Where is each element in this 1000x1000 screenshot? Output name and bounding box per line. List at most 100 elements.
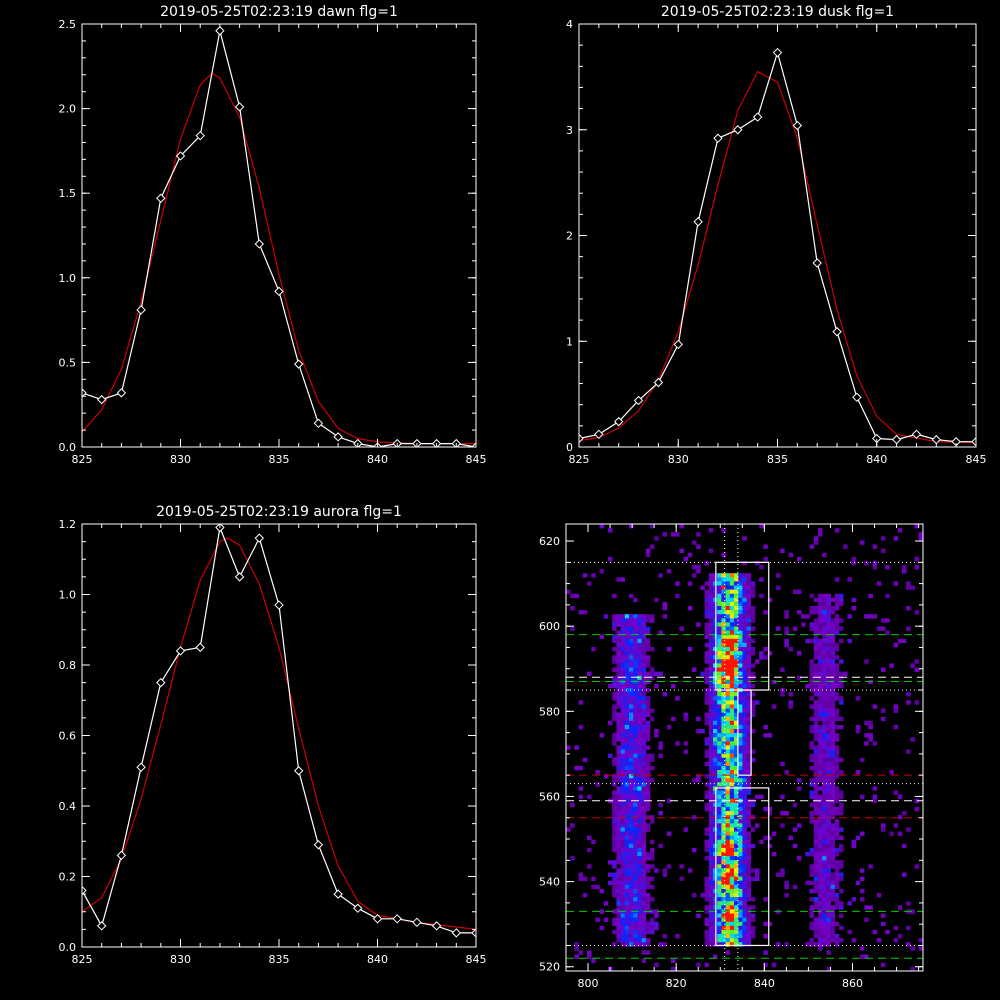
heatmap-cell: [780, 823, 785, 828]
heatmap-cell: [813, 749, 819, 754]
heatmap-cell: [633, 733, 638, 738]
heatmap-cell: [637, 675, 642, 681]
heatmap-cell: [721, 823, 726, 828]
heatmap-cell: [784, 880, 789, 886]
heatmap-cell: [612, 917, 617, 922]
heatmap-cell: [729, 601, 735, 607]
heatmap-cell: [612, 761, 617, 767]
heatmap-cell: [637, 847, 642, 853]
heatmap-cell: [813, 934, 819, 939]
x-tick-label: 835: [269, 953, 290, 966]
heatmap-cell: [616, 704, 621, 709]
heatmap-cell: [759, 655, 764, 660]
heatmap-cell: [708, 720, 714, 726]
heatmap-cell: [750, 618, 756, 623]
heatmap-cell: [624, 823, 630, 828]
heatmap-cell: [738, 761, 743, 767]
heatmap-cell: [897, 528, 903, 533]
heatmap-cell: [633, 753, 638, 758]
heatmap-cell: [725, 835, 731, 840]
heatmap-cell: [708, 913, 714, 918]
heatmap-cell: [822, 630, 827, 635]
heatmap-cell: [616, 819, 621, 824]
heatmap-cell: [750, 610, 756, 615]
heatmap-cell: [708, 925, 714, 931]
heatmap-cell: [755, 823, 760, 828]
heatmap-cell: [729, 925, 735, 931]
heatmap-cell: [713, 729, 718, 734]
heatmap-cell: [742, 819, 747, 824]
heatmap-cell: [792, 884, 798, 890]
heatmap-cell: [851, 843, 857, 849]
heatmap-cell: [650, 929, 655, 935]
heatmap-cell: [641, 679, 647, 685]
heatmap-cell: [713, 774, 718, 779]
heatmap-cell: [813, 651, 819, 656]
heatmap-cell: [624, 794, 630, 799]
heatmap-cell: [734, 917, 739, 922]
heatmap-cell: [616, 774, 621, 779]
heatmap-cell: [654, 909, 659, 914]
heatmap-cell: [734, 872, 739, 877]
heatmap-cell: [708, 884, 714, 890]
heatmap-cell: [822, 860, 827, 865]
heatmap-cell: [746, 765, 752, 771]
heatmap-cell: [734, 905, 739, 910]
heatmap-cell: [683, 827, 689, 832]
plot-frame: [81, 523, 477, 948]
heatmap-cell: [725, 786, 731, 791]
heatmap-cell: [839, 659, 844, 664]
heatmap-cell: [721, 585, 726, 590]
heatmap-cell: [906, 749, 911, 754]
heatmap-cell: [629, 934, 634, 939]
heatmap-cell: [738, 794, 743, 799]
heatmap-cell: [746, 638, 752, 644]
data-point-marker: [333, 432, 343, 442]
heatmap-cell: [658, 745, 663, 750]
region-box: [715, 787, 770, 947]
heatmap-cell: [813, 921, 819, 927]
heatmap-cell: [645, 876, 651, 881]
heatmap-cell: [897, 831, 903, 836]
heatmap-cell: [788, 700, 794, 705]
heatmap-cell: [738, 655, 743, 660]
x-tick-label: 840: [866, 453, 887, 466]
heatmap-cell: [855, 696, 861, 701]
heatmap-cell: [713, 622, 718, 627]
data-point-marker: [713, 133, 723, 143]
heatmap-cell: [574, 745, 579, 750]
heatmap-cell: [717, 724, 722, 730]
heatmap-cell: [834, 642, 840, 648]
heatmap-cell: [624, 860, 630, 865]
plot-area: [82, 26, 476, 447]
heatmap-cell: [746, 782, 752, 787]
heatmap-cell: [641, 700, 647, 705]
heatmap-cell: [717, 716, 722, 722]
heatmap-cell: [637, 622, 642, 627]
y-tick-label: 1: [566, 335, 573, 348]
heatmap-cell: [708, 647, 714, 652]
heatmap-cell: [637, 839, 642, 845]
heatmap-cell: [620, 831, 626, 836]
heatmap-cell: [637, 835, 642, 840]
heatmap-cell: [822, 782, 827, 787]
heatmap-cell: [624, 663, 630, 668]
heatmap-cell: [633, 774, 638, 779]
heatmap-cell: [734, 802, 739, 808]
heatmap-cell: [616, 831, 621, 836]
heatmap-cell: [826, 720, 831, 726]
heatmap-cell: [650, 753, 655, 758]
heatmap-cell: [729, 618, 735, 623]
heatmap-cell: [729, 675, 735, 681]
heatmap-cell: [826, 782, 831, 787]
heatmap-cell: [637, 630, 642, 635]
heatmap-cell: [704, 651, 710, 656]
heatmap-cell: [713, 667, 718, 672]
heatmap-cell: [624, 659, 630, 664]
heatmap-cell: [818, 630, 823, 635]
heatmap-cell: [813, 770, 819, 775]
heatmap-cell: [742, 938, 747, 943]
heatmap-cell: [822, 663, 827, 668]
y-tick-label: 0.4: [59, 800, 77, 813]
heatmap-cell: [717, 864, 722, 869]
